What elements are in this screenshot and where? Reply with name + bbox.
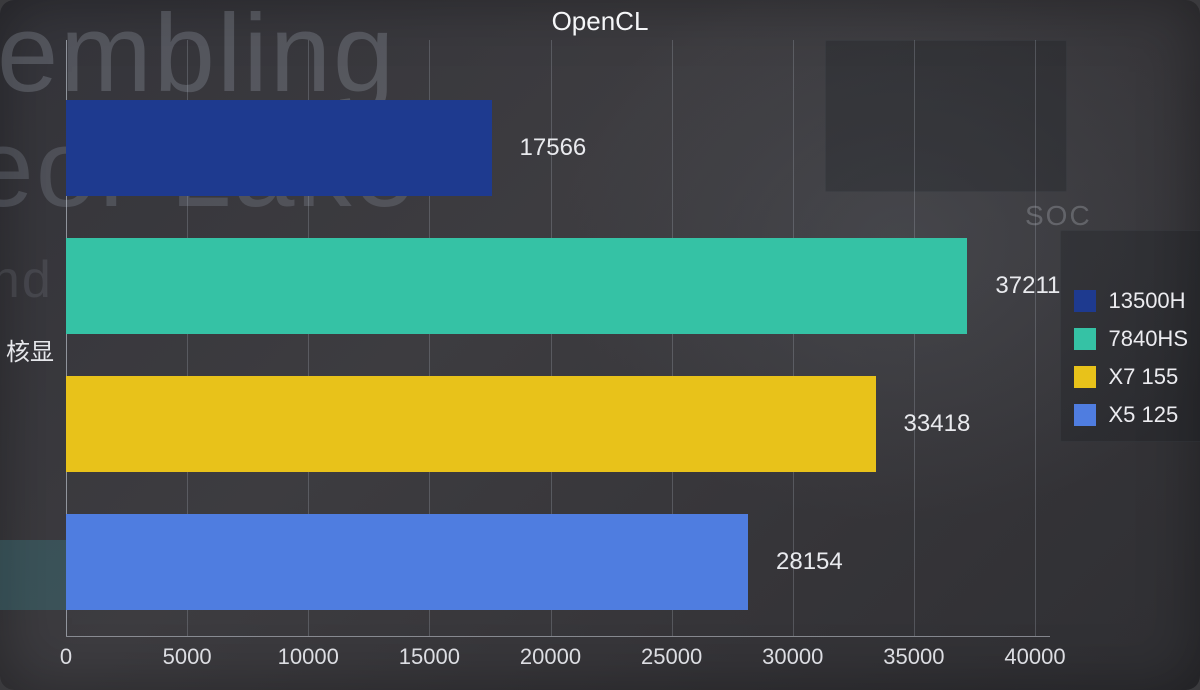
legend-swatch: [1074, 404, 1096, 426]
x-tick-label: 0: [60, 644, 72, 670]
legend-label: X5 125: [1108, 402, 1178, 428]
bg-die-block-top: [825, 40, 1067, 192]
gridline: [187, 40, 188, 636]
gridline: [914, 40, 915, 636]
gridline: [429, 40, 430, 636]
plot-area: [66, 0, 1035, 690]
bar-x7155: [66, 376, 876, 472]
x-tick-label: 5000: [163, 644, 212, 670]
legend: 13500H 7840HS X7 155 X5 125: [1074, 288, 1188, 428]
bg-ghost-graphics: Graphics: [460, 260, 620, 302]
legend-item: 13500H: [1074, 288, 1188, 314]
bar-value-label: 37211: [995, 272, 1060, 300]
legend-item: X5 125: [1074, 402, 1188, 428]
chart-title: OpenCL: [0, 6, 1200, 37]
legend-swatch: [1074, 328, 1096, 350]
x-tick-label: 10000: [278, 644, 339, 670]
bar-x5125: [66, 514, 748, 610]
y-axis-line: [66, 40, 67, 636]
x-tick-label: 35000: [883, 644, 944, 670]
chart-stage: sembling teor Lake l and external silico…: [0, 0, 1200, 690]
legend-label: X7 155: [1108, 364, 1178, 390]
bar-value-label: 17566: [520, 134, 587, 162]
gridline: [672, 40, 673, 636]
bg-teal-block: [0, 540, 130, 610]
x-axis-line: [66, 636, 1050, 637]
gridline: [793, 40, 794, 636]
bar-value-label: 28154: [776, 548, 843, 576]
x-tick-label: 20000: [520, 644, 581, 670]
legend-label: 7840HS: [1108, 326, 1188, 352]
bar-13500h: [66, 100, 492, 196]
bar-7840hs: [66, 238, 967, 334]
gridline: [551, 40, 552, 636]
legend-swatch: [1074, 290, 1096, 312]
x-tick-label: 40000: [1004, 644, 1065, 670]
bg-dash: [120, 600, 175, 608]
gridline: [308, 40, 309, 636]
bar-value-label: 33418: [904, 410, 971, 438]
legend-label: 13500H: [1108, 288, 1185, 314]
legend-item: X7 155: [1074, 364, 1188, 390]
legend-swatch: [1074, 366, 1096, 388]
x-tick-label: 25000: [641, 644, 702, 670]
x-tick-label: 15000: [399, 644, 460, 670]
bg-ghost-soc: SOC: [1025, 200, 1092, 232]
y-category-label: 核显: [6, 332, 54, 367]
legend-item: 7840HS: [1074, 326, 1188, 352]
bg-ghost-line2: teor Lake: [0, 105, 417, 232]
gridline: [1035, 40, 1036, 636]
x-tick-label: 30000: [762, 644, 823, 670]
